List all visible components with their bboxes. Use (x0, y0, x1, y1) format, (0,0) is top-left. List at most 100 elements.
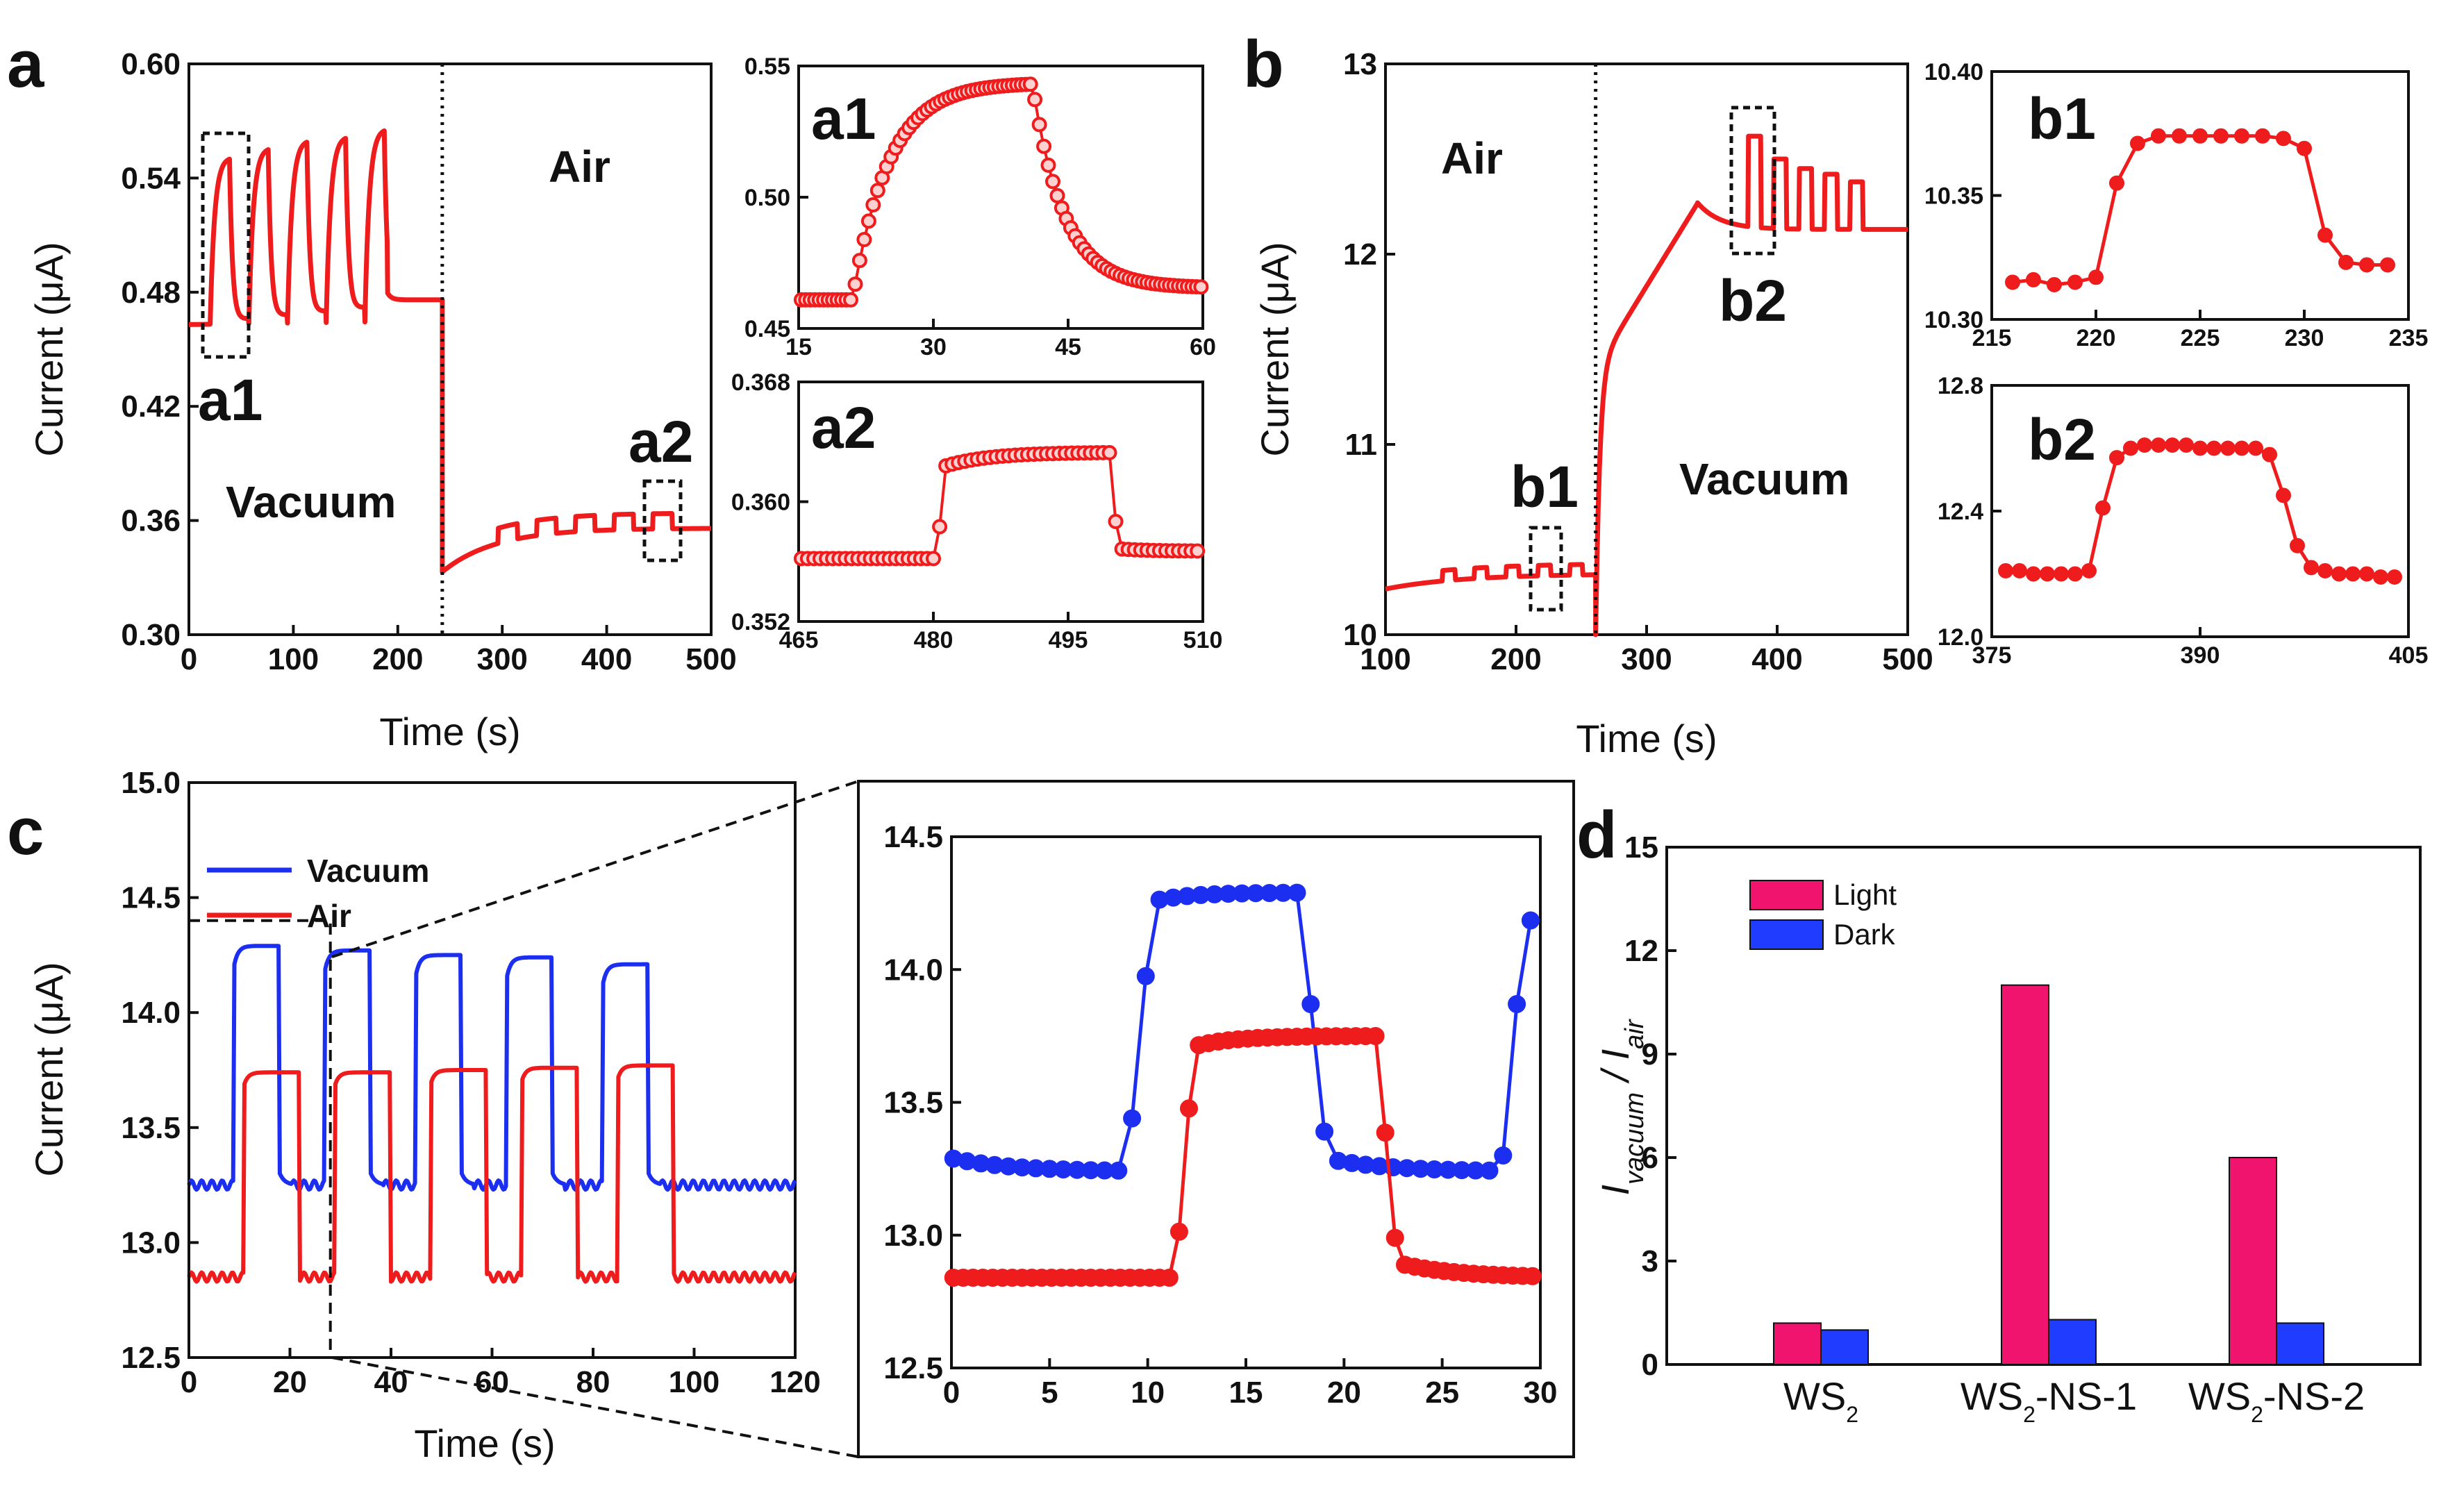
data-point (2276, 487, 2291, 503)
x-tick-label: 0 (943, 1376, 960, 1410)
y-tick-label: 0.352 (731, 609, 790, 635)
bar-dark (1820, 1329, 1869, 1366)
x-tick-label: 400 (581, 642, 632, 676)
legend-label-vacuum: Vacuum (307, 853, 429, 889)
data-point (1031, 117, 1047, 133)
panel-c-main: 0 20 40 60 80 100 12012.513.013.514.014.515.0 … (27, 766, 821, 1465)
data-point-vacuum (1136, 967, 1155, 985)
zoom-connector-top (331, 780, 859, 958)
y-tick-label: 12 (1343, 237, 1377, 272)
legend-label-dark: Dark (1833, 918, 1896, 951)
data-point (1040, 157, 1056, 173)
data-point (847, 276, 863, 292)
cat1-sub: 2 (2023, 1402, 2036, 1427)
bar-dark (2276, 1322, 2324, 1366)
x-tick-label: 30 (920, 334, 947, 360)
data-point (2338, 254, 2354, 270)
box-b2 (1729, 106, 1776, 256)
x-axis-label-a: Time (s) (379, 710, 520, 753)
series-line-current (1383, 133, 1910, 637)
x-tick-label: 375 (1972, 642, 2012, 669)
x-tick-label: 100 (1360, 642, 1410, 676)
panel-c-zoom: 0 5 10 15 20 25 30 12.5 13.0 13.5 14.0 14.5 (857, 780, 1575, 1458)
panel-b1-inset: 215 220 225 230 235 10.30 10.35 10.40 b1 (1924, 59, 2428, 351)
data-point (2040, 566, 2055, 582)
data-point (2297, 140, 2312, 156)
y-tick-label: 14.0 (883, 953, 943, 987)
series-line (801, 451, 1198, 560)
panel-letter-d: d (1576, 798, 1617, 872)
panel-a1-inset: 15 30 45 60 0.45 0.50 0.55 a1 (744, 53, 1216, 360)
data-point-air (1160, 1269, 1179, 1287)
x-tick-label: 5 (1041, 1376, 1058, 1410)
data-point (2317, 227, 2333, 243)
data-point (860, 213, 876, 229)
legend-d: Light Dark (1749, 878, 1897, 951)
data-point (2192, 128, 2208, 144)
data-point (2276, 131, 2291, 147)
x-tick-label: 100 (669, 1365, 719, 1399)
data-point (2067, 566, 2083, 582)
data-point (2317, 563, 2333, 578)
x-tick-label: 40 (374, 1365, 408, 1399)
x-tick-label: 400 (1751, 642, 1802, 676)
data-point (926, 551, 941, 567)
data-point (2026, 566, 2041, 582)
y-tick-label: 15.0 (121, 766, 181, 800)
data-point-vacuum (1123, 1109, 1142, 1128)
data-point (2213, 128, 2229, 144)
y-tick-label: 3 (1642, 1244, 1658, 1278)
category-labels-d: WS2 WS2-NS-1 WS2-NS-2 (1783, 1374, 2365, 1427)
x-tick-label: 100 (268, 642, 319, 676)
panel-a-frame (188, 62, 713, 636)
series-line-air (953, 1034, 1533, 1280)
annotation-a2: a2 (629, 409, 693, 474)
data-point-air (1180, 1099, 1198, 1118)
data-point (2248, 440, 2263, 456)
data-point (2151, 437, 2166, 453)
x-tick-label: 0 (181, 642, 197, 676)
y-axis-label-a: Current (μA) (27, 242, 71, 456)
data-point-air (1169, 1222, 1188, 1241)
y-tick-label: 13.0 (121, 1226, 181, 1260)
y-tick-label: 0.36 (121, 504, 181, 538)
x-tick-label: 300 (476, 642, 527, 676)
x-tick-label: 230 (2285, 325, 2324, 351)
bar-light (2001, 984, 2049, 1365)
data-point (2081, 563, 2097, 578)
data-point (2345, 566, 2361, 582)
y-tick-label: 10 (1343, 618, 1377, 652)
data-point (2331, 566, 2347, 582)
x-axis-label-b: Time (s) (1576, 717, 1717, 760)
data-point (2206, 440, 2222, 456)
data-point (2380, 257, 2395, 273)
data-point (2255, 128, 2270, 144)
data-point-vacuum (1288, 883, 1306, 902)
x-tick-label: 510 (1183, 627, 1223, 653)
x-tick-label: 500 (685, 642, 736, 676)
x-tick-label: 80 (576, 1365, 610, 1399)
cat1-main: WS (1961, 1374, 2023, 1418)
x-tick-label: 0 (181, 1365, 197, 1399)
data-point (1998, 563, 2013, 578)
x-tick-label: 220 (2076, 325, 2116, 351)
panel-b2-inset: 375 390 405 12.0 12.4 12.8 b2 (1938, 373, 2429, 669)
data-point-vacuum (1494, 1146, 1513, 1164)
inset-label-b1: b1 (2028, 86, 2096, 151)
data-point (2026, 272, 2041, 287)
data-point-vacuum (1508, 995, 1526, 1013)
data-point (1036, 138, 1052, 154)
x-tick-label: 390 (2181, 642, 2220, 669)
y-axis-label-d: Ivacuum / Iair (1593, 1019, 1649, 1195)
y-tick-label: 0.54 (121, 161, 181, 195)
box-a2 (642, 479, 683, 562)
data-point (2172, 128, 2187, 144)
zoom-box (188, 919, 332, 1359)
y-label-d-i1: I (1593, 1185, 1637, 1196)
x-axis-label-c: Time (s) (414, 1421, 555, 1465)
legend-label-light: Light (1833, 878, 1897, 911)
panel-a-main: 0 100 200 300 400 500 0.30 0.36 0.42 0.48 0.54 0.60… (27, 47, 737, 753)
data-point (1045, 174, 1060, 190)
data-point (2290, 537, 2305, 553)
